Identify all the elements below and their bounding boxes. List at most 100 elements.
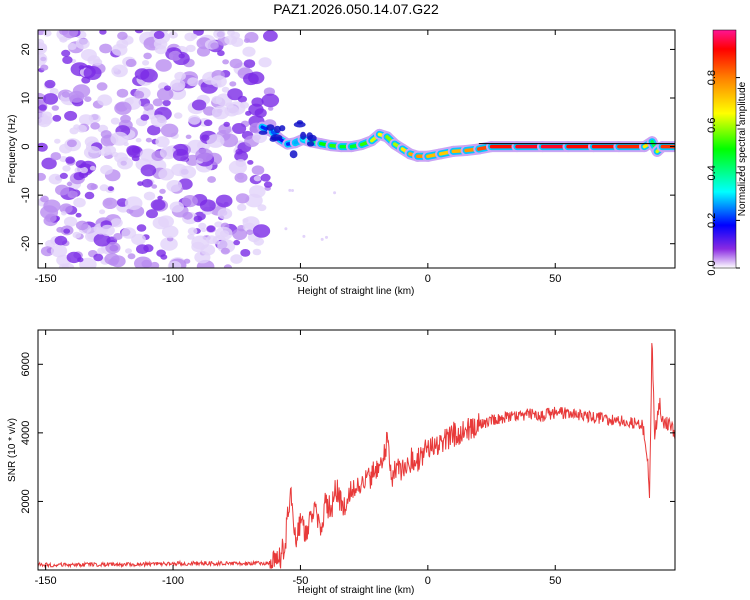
colorbar-tick-label: 0.4 — [706, 165, 718, 180]
noise-speckle — [233, 239, 241, 246]
noise-speckle — [134, 30, 144, 34]
x-tick-label: 50 — [549, 575, 561, 587]
noise-speckle — [220, 133, 239, 148]
noise-speckle — [284, 227, 288, 231]
x-tick-label: -150 — [35, 575, 57, 587]
noise-speckle — [127, 253, 136, 260]
noise-speckle — [288, 188, 292, 192]
noise-speckle — [83, 66, 102, 80]
noise-speckle — [223, 121, 230, 127]
noise-speckle — [89, 165, 96, 171]
noise-speckle — [243, 72, 259, 86]
snr-x-label: Height of straight line (km) — [298, 585, 415, 596]
noise-speckle — [68, 90, 85, 103]
y-tick-label: 0 — [20, 144, 32, 150]
noise-speckle — [187, 233, 195, 240]
snr-x-ticks: -150 -100 -50 0 50 — [35, 330, 561, 587]
x-tick-label: 0 — [425, 273, 431, 285]
colorbar-gradient — [712, 29, 737, 269]
noise-region — [38, 30, 337, 268]
noise-speckle — [143, 191, 156, 201]
noise-speckle — [198, 222, 207, 230]
snr-series-line — [38, 343, 675, 569]
noise-speckle — [62, 56, 73, 64]
noise-speckle — [111, 43, 128, 56]
noise-speckle — [133, 90, 145, 99]
noise-speckle — [117, 31, 128, 40]
noise-speckle — [143, 244, 154, 253]
noise-speckle — [61, 49, 71, 57]
noise-speckle — [243, 38, 251, 43]
noise-speckle — [146, 209, 158, 219]
noise-speckle — [252, 248, 262, 256]
noise-speckle — [143, 103, 154, 112]
noise-speckle — [232, 123, 247, 134]
noise-speckle — [185, 134, 192, 139]
noise-speckle — [54, 235, 68, 246]
y-tick-label: 2000 — [20, 489, 32, 513]
noise-speckle — [161, 225, 179, 239]
noise-speckle — [45, 213, 57, 223]
noise-speckle — [190, 33, 198, 39]
noise-speckle — [73, 197, 86, 208]
noise-speckle — [41, 157, 57, 170]
noise-speckle — [150, 261, 160, 268]
noise-speckle — [51, 105, 59, 111]
noise-speckle — [54, 138, 61, 144]
noise-speckle — [229, 58, 243, 69]
noise-speckle — [170, 79, 186, 91]
colorbar-ticks: 0.0 0.2 0.4 0.6 0.8 — [706, 70, 740, 276]
track-blob — [300, 131, 307, 140]
noise-speckle — [63, 216, 78, 227]
noise-speckle — [100, 130, 112, 139]
noise-speckle — [66, 181, 73, 187]
noise-speckle — [40, 64, 49, 71]
y-tick-label: -10 — [20, 187, 32, 203]
track-blob — [266, 124, 275, 131]
noise-speckle — [110, 117, 120, 125]
noise-speckle — [210, 42, 220, 50]
noise-speckle — [100, 164, 113, 175]
noise-speckle — [254, 108, 267, 118]
noise-speckle — [155, 59, 172, 72]
x-tick-label: -100 — [162, 273, 184, 285]
noise-speckle — [44, 79, 56, 89]
noise-speckle — [84, 191, 95, 200]
colorbar-tick-label: 0.2 — [706, 213, 718, 228]
noise-speckle — [59, 172, 68, 179]
noise-speckle — [38, 104, 47, 111]
noise-speckle — [201, 134, 210, 141]
noise-speckle — [242, 46, 256, 57]
noise-speckle — [90, 183, 98, 190]
noise-speckle — [229, 81, 237, 87]
noise-speckle — [215, 226, 233, 241]
noise-speckle — [187, 227, 198, 235]
noise-speckle — [61, 91, 70, 98]
noise-speckle — [145, 137, 152, 143]
noise-speckle — [191, 99, 207, 111]
noise-speckle — [113, 233, 123, 240]
noise-speckle — [215, 194, 233, 208]
noise-speckle — [263, 30, 278, 42]
noise-speckle — [124, 196, 143, 210]
noise-speckle — [217, 50, 225, 57]
noise-speckle — [174, 112, 183, 119]
x-tick-label: -150 — [35, 273, 57, 285]
noise-speckle — [125, 58, 137, 68]
noise-speckle — [43, 93, 59, 105]
noise-speckle — [247, 160, 254, 165]
noise-speckle — [214, 221, 223, 228]
noise-speckle — [40, 246, 54, 257]
noise-speckle — [302, 234, 306, 238]
noise-speckle — [90, 122, 100, 130]
noise-speckle — [110, 255, 126, 268]
noise-speckle — [183, 258, 191, 264]
noise-speckle — [174, 71, 186, 81]
noise-speckle — [58, 263, 69, 268]
noise-speckle — [63, 228, 71, 234]
noise-speckle — [237, 203, 247, 211]
chart-title: PAZ1.2026.050.14.07.G22 — [273, 1, 439, 17]
noise-speckle — [121, 227, 137, 239]
noise-speckle — [143, 52, 152, 60]
